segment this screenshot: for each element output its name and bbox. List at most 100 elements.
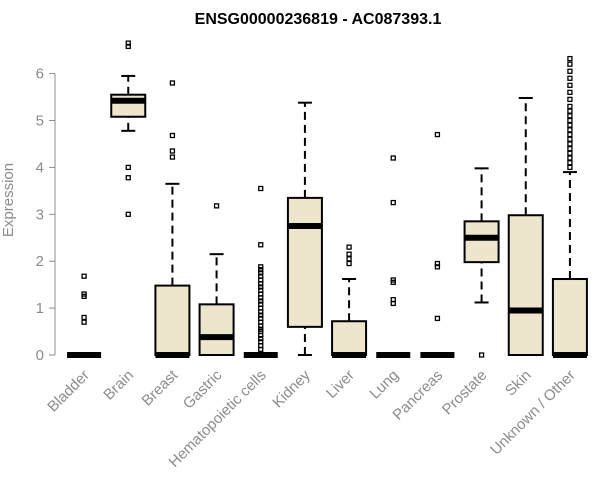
box-iqr — [198, 303, 235, 356]
outlier-point — [434, 264, 441, 270]
outlier-point — [567, 103, 573, 110]
outlier-point — [81, 273, 87, 279]
outlier-point — [567, 122, 573, 128]
x-tick-label: Skin — [502, 367, 535, 400]
y-tick-label: 6 — [36, 66, 44, 83]
y-tick-label: 4 — [36, 159, 44, 176]
outlier-point — [478, 352, 485, 358]
outlier-point — [567, 160, 573, 166]
outlier-point — [258, 339, 264, 345]
outlier-point — [258, 284, 264, 290]
x-tick-label: Bladder — [44, 367, 93, 416]
outlier-point — [567, 150, 573, 156]
y-tick-label: 5 — [36, 113, 44, 130]
box-group-lung — [376, 155, 411, 358]
outlier-point — [567, 89, 573, 96]
outlier-point — [567, 127, 573, 133]
x-tick-label: Breast — [139, 366, 182, 409]
x-tick-label: Lung — [366, 367, 402, 403]
outlier-point — [390, 277, 396, 283]
outlier-point — [125, 40, 131, 46]
outlier-point — [434, 315, 441, 322]
x-tick-label: Brain — [100, 367, 137, 404]
outlier-point — [567, 131, 573, 138]
outlier-point — [258, 273, 264, 279]
y-tick-label: 2 — [36, 253, 44, 270]
outlier-point — [258, 298, 264, 304]
outlier-point — [567, 96, 573, 103]
box-group-prostate — [463, 167, 500, 358]
outlier-point — [567, 61, 573, 67]
outlier-point — [567, 136, 573, 142]
outlier-point — [169, 148, 176, 154]
x-tick-label: Liver — [323, 367, 358, 402]
outlier-point — [125, 164, 131, 171]
outlier-point — [258, 326, 264, 332]
outlier-point — [258, 287, 264, 293]
outlier-point — [346, 260, 352, 267]
y-tick-label: 0 — [36, 347, 44, 364]
outlier-point — [390, 297, 396, 303]
x-tick-label: Prostate — [439, 367, 491, 419]
box-group-unknown-other — [551, 55, 588, 358]
outlier-point — [258, 242, 264, 248]
box-group-skin — [507, 96, 544, 356]
box-group-kidney — [286, 101, 323, 356]
outlier-point — [434, 260, 441, 267]
outlier-point — [258, 185, 264, 192]
outlier-point — [258, 270, 264, 276]
outlier-point — [567, 82, 573, 88]
outlier-point — [81, 291, 87, 297]
outlier-point — [258, 312, 264, 318]
box-iqr — [463, 220, 500, 264]
chart-title: ENSG00000236819 - AC087393.1 — [195, 11, 442, 28]
box-iqr — [154, 284, 191, 357]
box-iqr — [507, 214, 544, 356]
outlier-point — [125, 211, 131, 217]
outlier-point — [346, 251, 352, 257]
outlier-point — [346, 244, 352, 250]
box-group-liver — [331, 244, 368, 358]
outlier-point — [258, 264, 264, 270]
x-tick-label: Unknown / Other — [487, 367, 579, 459]
box-group-gastric — [198, 203, 235, 356]
outlier-point — [567, 68, 573, 74]
box-series — [67, 40, 588, 358]
y-tick-label: 3 — [36, 206, 44, 223]
outlier-point — [567, 141, 573, 147]
outlier-point — [81, 314, 87, 321]
outlier-point — [346, 256, 352, 262]
outlier-point — [567, 108, 573, 114]
outlier-point — [434, 131, 441, 138]
outlier-point — [258, 301, 264, 307]
outlier-point — [258, 266, 264, 273]
outlier-point — [567, 55, 573, 62]
box-group-bladder — [67, 273, 102, 358]
outlier-point — [567, 145, 573, 152]
y-axis: 0 1 2 3 4 5 6 — [36, 66, 56, 364]
y-axis-label: Expression — [0, 163, 17, 237]
outlier-point — [258, 335, 264, 342]
outlier-point — [567, 155, 573, 161]
outlier-point — [567, 164, 573, 171]
outlier-point — [213, 203, 220, 209]
outlier-point — [125, 175, 131, 181]
outlier-point — [81, 319, 87, 325]
outlier-point — [390, 199, 396, 206]
box-iqr — [551, 278, 588, 356]
outlier-point — [169, 80, 176, 86]
box-group-hematopoietic-cells — [243, 185, 278, 358]
box-group-brain — [110, 40, 147, 217]
outlier-point — [169, 154, 176, 160]
box-group-breast — [154, 80, 191, 358]
outlier-point — [169, 132, 176, 139]
y-tick-label: 1 — [36, 300, 44, 317]
x-tick-label: Kidney — [269, 366, 314, 411]
outlier-point — [567, 75, 573, 81]
outlier-point — [567, 117, 573, 124]
outlier-point — [390, 155, 396, 161]
box-iqr — [286, 196, 323, 328]
outlier-point — [125, 43, 131, 50]
